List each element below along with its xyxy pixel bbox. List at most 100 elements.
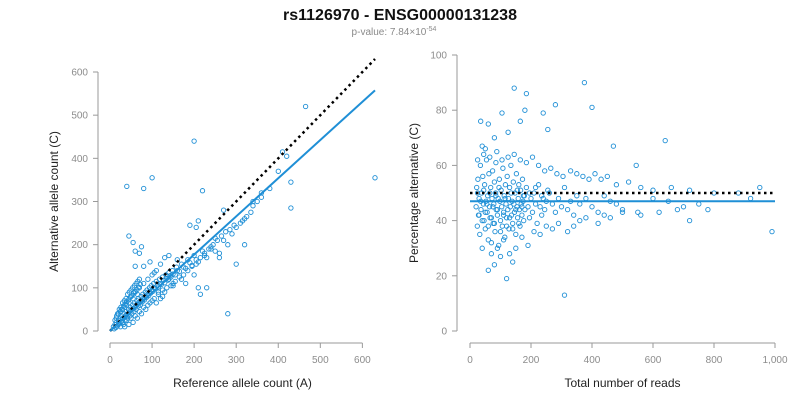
data-point (250, 198, 256, 205)
data-point (204, 285, 210, 291)
data-point (503, 275, 510, 282)
data-point (517, 187, 524, 193)
data-point (485, 267, 491, 273)
data-point (220, 237, 227, 244)
data-point (225, 311, 231, 317)
data-point (499, 157, 505, 163)
data-point (155, 291, 162, 297)
data-point (505, 129, 511, 135)
data-point (508, 162, 514, 169)
y-tick-label: 0 (82, 327, 88, 338)
data-point (475, 176, 481, 182)
data-point (513, 206, 519, 213)
data-point (132, 248, 138, 254)
data-point (474, 190, 481, 196)
data-point (183, 280, 189, 287)
data-point (132, 263, 138, 269)
data-point (525, 242, 531, 249)
data-point (130, 319, 136, 326)
data-point (164, 285, 170, 291)
data-point (613, 182, 620, 188)
data-point (477, 162, 484, 169)
figure-subtitle: p-value: 7.84×10-54 (352, 26, 437, 38)
data-point (540, 110, 546, 116)
data-point (539, 212, 545, 218)
data-point (128, 315, 134, 321)
data-point (526, 215, 533, 221)
data-point (574, 171, 580, 177)
y-tick-label: 400 (71, 154, 88, 165)
data-point (141, 263, 147, 269)
data-point (220, 207, 227, 213)
data-point (143, 306, 149, 313)
x-tick-label: 600 (645, 355, 662, 366)
data-point (503, 215, 510, 221)
data-point (136, 276, 143, 282)
data-point (686, 187, 693, 193)
data-point (488, 215, 495, 221)
data-point (528, 195, 534, 202)
data-point (548, 165, 554, 171)
y-tick-label: 40 (436, 216, 448, 227)
data-point (474, 223, 480, 229)
data-point (241, 242, 248, 248)
data-point (635, 209, 641, 215)
data-point (668, 184, 674, 191)
x-tick-label: 400 (584, 355, 601, 366)
data-point (519, 234, 525, 240)
data-point (199, 188, 206, 194)
data-point (539, 193, 545, 199)
data-point (705, 206, 711, 213)
y-tick-label: 0 (441, 327, 447, 338)
data-point (519, 204, 525, 210)
data-point (141, 280, 147, 287)
data-point (511, 85, 517, 91)
data-point (577, 217, 583, 224)
x-tick-label: 200 (523, 355, 540, 366)
data-point (555, 220, 562, 227)
data-point (619, 206, 626, 213)
data-point (250, 203, 256, 209)
y-tick-label: 60 (436, 161, 448, 172)
data-point (483, 157, 490, 163)
data-point (490, 204, 496, 210)
data-point (153, 300, 159, 306)
data-point (558, 204, 565, 210)
data-point (288, 179, 294, 185)
data-point (543, 223, 549, 229)
data-point (537, 204, 543, 210)
data-point (138, 244, 145, 250)
data-point (499, 110, 505, 116)
data-point (496, 184, 502, 191)
data-point (491, 179, 498, 185)
data-point (191, 272, 197, 278)
data-point (504, 173, 510, 180)
x-tick-label: 800 (706, 355, 723, 366)
data-point (505, 206, 511, 213)
x-axis-label: Total number of reads (564, 376, 680, 390)
data-point (516, 182, 522, 188)
data-point (545, 126, 551, 133)
data-point (523, 90, 530, 97)
data-point (500, 212, 507, 218)
data-point (137, 281, 143, 288)
data-point (484, 209, 490, 215)
y-tick-label: 300 (71, 197, 88, 208)
data-point (474, 184, 480, 191)
data-point (521, 217, 527, 224)
data-point (492, 190, 499, 196)
data-point (757, 184, 763, 191)
data-point (126, 233, 132, 239)
data-point (517, 157, 523, 163)
data-point (479, 217, 485, 224)
data-point (581, 79, 588, 86)
data-point (520, 193, 527, 199)
data-point (141, 185, 147, 192)
data-point (210, 242, 216, 248)
data-point (574, 193, 580, 199)
data-point (503, 223, 510, 229)
data-point (485, 223, 491, 229)
data-point (485, 237, 491, 243)
data-point (197, 254, 204, 261)
